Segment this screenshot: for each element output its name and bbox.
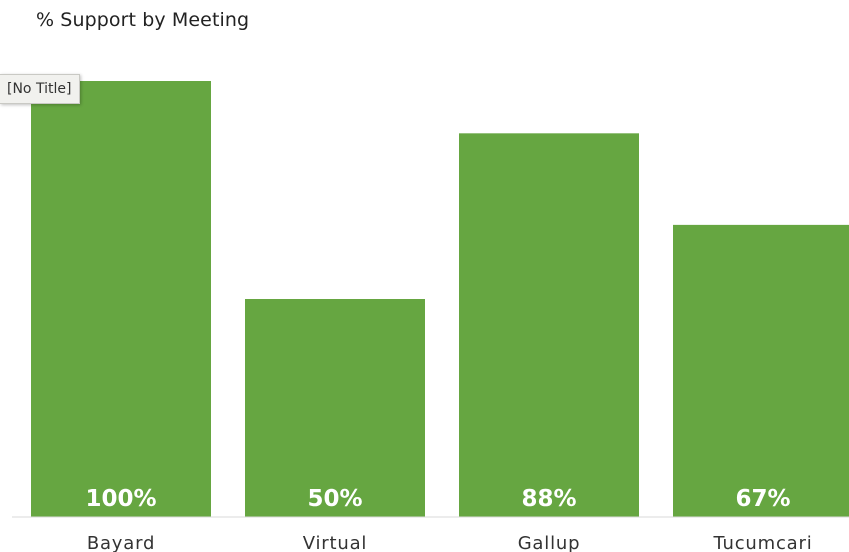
bar-virtual[interactable] xyxy=(245,299,425,517)
chart-title: % Support by Meeting xyxy=(36,9,250,31)
x-tick-label-tucumcari: Tucumcari xyxy=(712,533,812,552)
x-tick-label-virtual: Virtual xyxy=(303,533,367,552)
data-label-virtual: 50% xyxy=(307,486,362,512)
bars-layer xyxy=(31,81,849,517)
tooltip: [No Title] xyxy=(0,74,81,104)
data-label-bayard: 100% xyxy=(85,486,156,512)
data-label-gallup: 88% xyxy=(521,486,576,512)
x-tick-labels: Bayard Virtual Gallup Tucumcari xyxy=(87,533,812,552)
bar-gallup[interactable] xyxy=(459,133,639,517)
bar-bayard[interactable] xyxy=(31,81,211,517)
bar-tucumcari[interactable] xyxy=(673,224,849,517)
x-tick-label-gallup: Gallup xyxy=(518,533,581,552)
data-label-tucumcari: 67% xyxy=(735,486,790,512)
x-tick-label-bayard: Bayard xyxy=(87,533,155,552)
labels-layer: 100% 50% 88% 67% xyxy=(85,486,790,512)
